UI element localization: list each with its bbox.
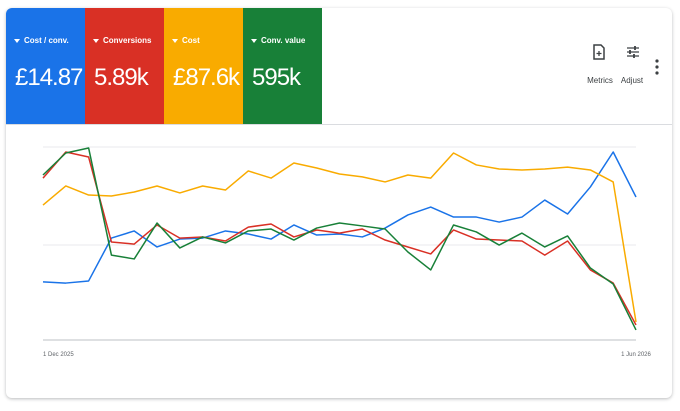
scorecard[interactable]: Cost / conv. £14.87 (6, 8, 85, 124)
scorecard-label: Conversions (93, 36, 151, 45)
metrics-button[interactable]: Metrics (587, 76, 613, 85)
divider (6, 124, 672, 125)
series-line (42, 147, 637, 331)
performance-card: Cost / conv. £14.87 Conversions 5.89k Cost £8… (6, 8, 672, 398)
scorecard-value: £87.6k (173, 64, 240, 91)
scorecard-value: 595k (252, 64, 301, 91)
scorecard-value: £14.87 (15, 64, 83, 91)
scorecard-label: Conv. value (251, 36, 305, 45)
scorecard[interactable]: Cost £87.6k (164, 8, 243, 124)
scorecard-value: 5.89k (94, 64, 149, 91)
series-line (42, 151, 637, 284)
scorecard[interactable]: Conv. value 595k (243, 8, 322, 124)
adjust-button[interactable]: Adjust (620, 76, 644, 85)
scorecard[interactable]: Conversions 5.89k (85, 8, 164, 124)
chart: 1 Dec 2025 1 Jun 2026 (42, 146, 652, 358)
more-menu[interactable] (654, 58, 660, 76)
metrics-icon[interactable] (592, 44, 606, 60)
series-line (42, 151, 637, 326)
adjust-icon[interactable] (626, 44, 640, 60)
scorecards: Cost / conv. £14.87 Conversions 5.89k Cost £8… (6, 8, 322, 124)
series-line (42, 152, 637, 323)
scorecard-label: Cost / conv. (14, 36, 69, 45)
scorecard-label: Cost (172, 36, 200, 45)
x-tick-label: 1 Jun 2026 (621, 352, 651, 358)
x-tick-label: 1 Dec 2025 (43, 352, 74, 358)
